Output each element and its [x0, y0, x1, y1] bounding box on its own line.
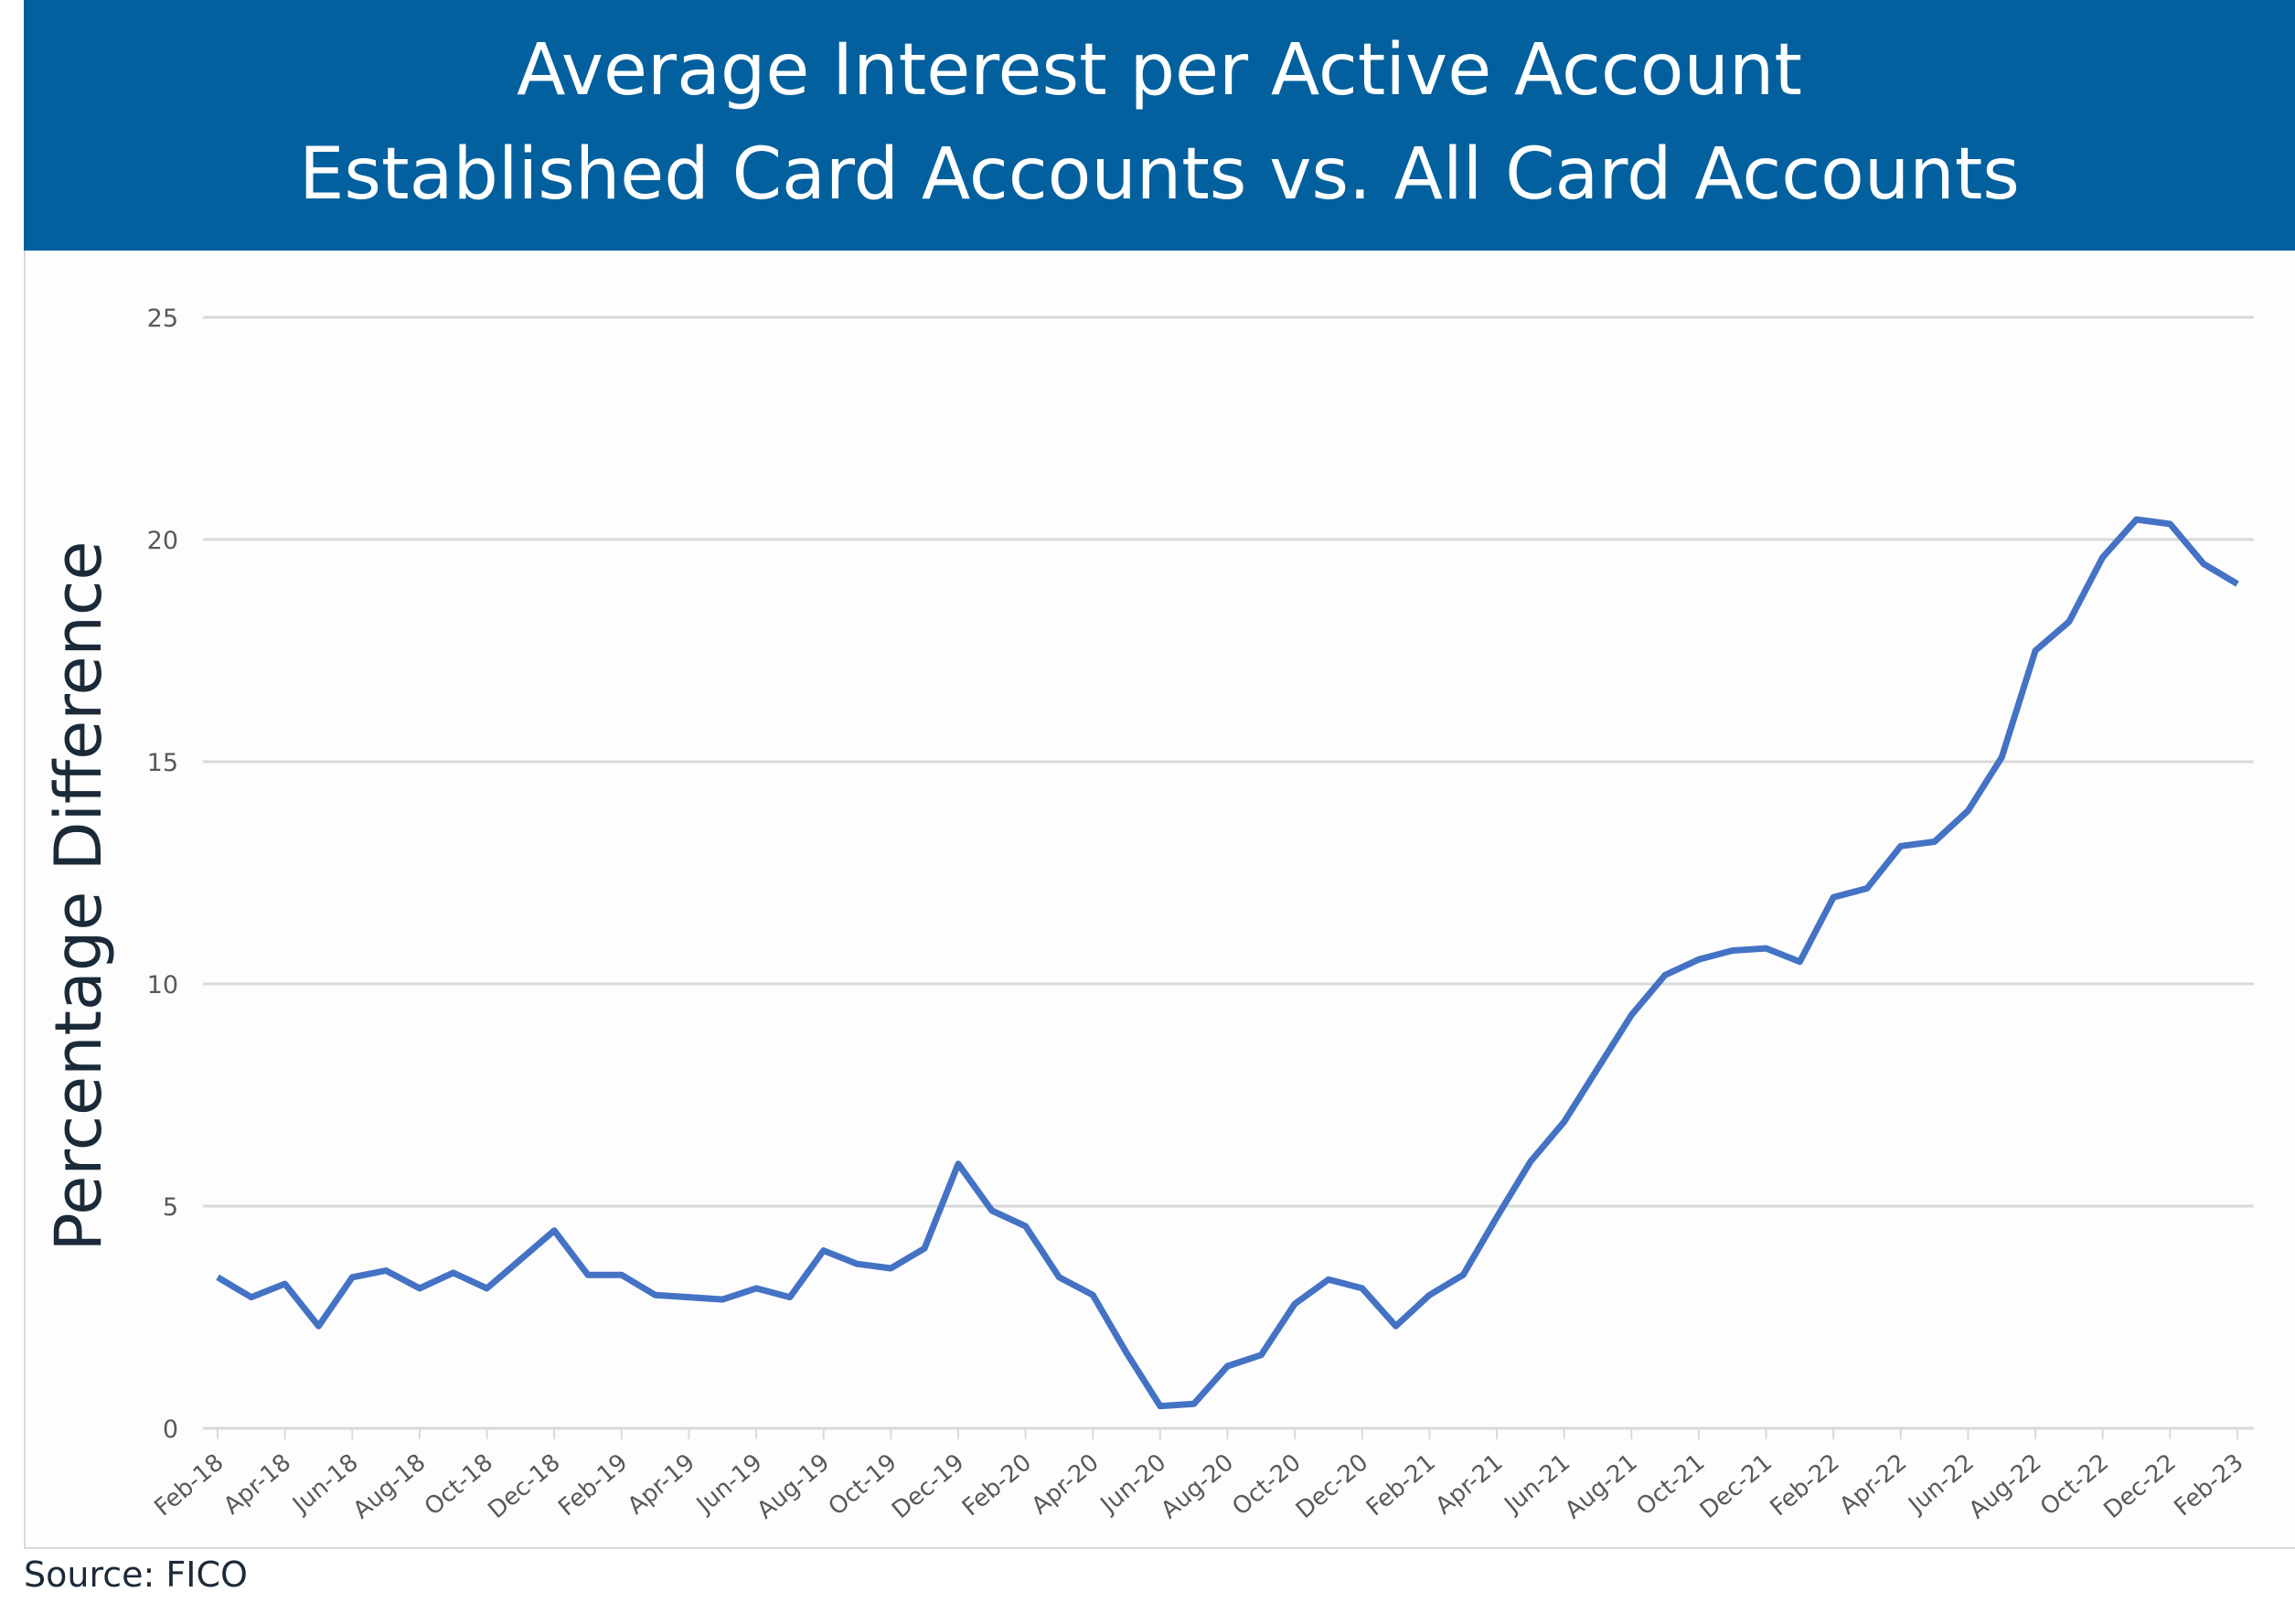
y-tick-label: 5: [163, 1193, 178, 1222]
x-tick-label: Aug-21: [1560, 1448, 1643, 1524]
source-note: Source: FICO: [24, 1555, 248, 1595]
x-tick-label: Feb-18: [149, 1448, 229, 1522]
title-banner: Average Interest per Active Account Esta…: [24, 0, 2295, 251]
x-tick-label: Aug-22: [1964, 1448, 2047, 1524]
series-line: [216, 516, 2239, 1410]
x-tick-label: Feb-19: [553, 1448, 633, 1522]
chart-area: [24, 251, 2295, 1549]
x-tick-label: Apr-21: [1431, 1448, 1509, 1520]
x-tick-label: Dec-20: [1291, 1448, 1373, 1524]
x-tick-label: Oct-19: [824, 1448, 902, 1521]
x-tick-label: Dec-19: [887, 1448, 969, 1524]
y-tick-label: 20: [147, 527, 178, 555]
x-tick-label: Apr-19: [623, 1448, 700, 1520]
x-tick-label: Aug-19: [752, 1448, 835, 1524]
x-tick-label: Apr-18: [219, 1448, 296, 1520]
x-tick-label: Oct-22: [2035, 1448, 2114, 1521]
x-tick-label: Dec-18: [483, 1448, 565, 1524]
y-tick-label: 0: [163, 1416, 178, 1444]
x-tick-label: Oct-21: [1631, 1448, 1710, 1521]
y-tick-label: 15: [147, 749, 178, 777]
x-tick-label: Apr-20: [1027, 1448, 1105, 1520]
y-tick-label: 25: [147, 304, 178, 333]
x-tick-label: Feb-23: [2169, 1448, 2248, 1522]
chart-title-line2: Established Card Accounts vs. All Card A…: [299, 134, 2020, 216]
x-tick-label: Feb-21: [1361, 1448, 1441, 1522]
x-tick-label: Feb-20: [957, 1448, 1037, 1522]
x-tick-label: Dec-21: [1695, 1448, 1777, 1524]
x-tick-label: Dec-22: [2099, 1448, 2182, 1524]
y-axis-label: Percentage Difference: [41, 541, 116, 1252]
x-tick-label: Apr-22: [1834, 1448, 1912, 1520]
x-tick-label: Oct-20: [1227, 1448, 1306, 1521]
y-tick-label: 10: [147, 971, 178, 999]
x-tick-label: Aug-18: [348, 1448, 432, 1524]
x-tick-label: Oct-18: [420, 1448, 498, 1521]
x-tick-label: Aug-20: [1156, 1448, 1239, 1524]
x-tick-label: Feb-22: [1766, 1448, 1845, 1522]
chart-title-line1: Average Interest per Active Account: [517, 29, 1802, 112]
